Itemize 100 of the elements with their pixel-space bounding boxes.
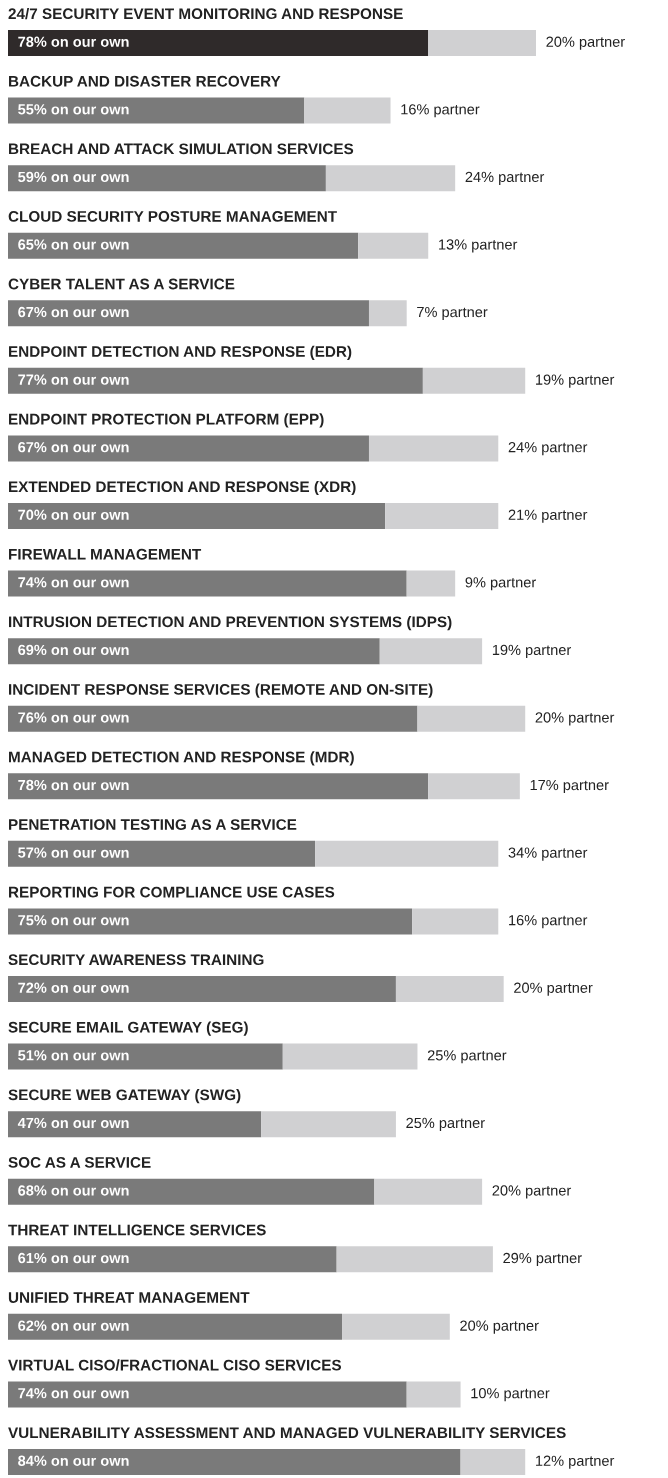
bar — [428, 30, 536, 56]
data-label: 20% partner — [514, 982, 593, 996]
data-label: 68% on our own — [18, 1185, 129, 1196]
data-label: 17% partner — [530, 779, 609, 794]
data-label: 76% on our own — [18, 712, 129, 723]
y-tick-label: BACKUP AND DISASTER RECOVERY — [9, 75, 281, 87]
data-label: 77% on our own — [18, 374, 129, 385]
y-tick-label: THREAT INTELLIGENCE SERVICES — [8, 1224, 266, 1236]
bar — [8, 1313, 343, 1340]
bar — [8, 570, 407, 597]
data-label: 55% on our own — [18, 104, 129, 115]
data-label: 69% on our own — [18, 644, 129, 656]
y-tick-label: 24/7 SECURITY EVENT MONITORING AND RESPONSE — [8, 7, 403, 20]
data-label: 24% partner — [508, 442, 588, 456]
y-tick-label: EXTENDED DETECTION AND RESPONSE (XDR) — [9, 480, 356, 496]
data-label: 62% on our own — [18, 1320, 129, 1331]
y-tick-label: INCIDENT RESPONSE SERVICES (REMOTE AND ON-SITE) — [9, 683, 433, 698]
bar — [8, 705, 418, 732]
bar — [417, 705, 526, 732]
data-label: 25% partner — [406, 1117, 485, 1131]
data-label: 19% partner — [492, 644, 572, 658]
bar — [8, 232, 359, 259]
data-label: 21% partner — [508, 509, 588, 523]
y-tick-label: SECURE WEB GATEWAY (SWG) — [8, 1089, 241, 1104]
bar — [368, 300, 407, 327]
data-label: 61% on our own — [18, 1252, 129, 1264]
data-label: 84% on our own — [18, 1455, 129, 1466]
data-label: 65% on our own — [18, 239, 129, 250]
bar — [8, 97, 305, 124]
data-label: 9% partner — [465, 577, 536, 591]
bar — [8, 300, 369, 327]
data-label: 78% on our own — [18, 779, 129, 791]
bar — [8, 773, 429, 800]
bar — [282, 1043, 418, 1070]
y-tick-label: FIREWALL MANAGEMENT — [9, 548, 202, 560]
bar — [8, 30, 429, 56]
bar — [261, 1111, 396, 1138]
data-label: 20% partner — [546, 36, 625, 50]
bar — [315, 840, 499, 867]
bar — [374, 1178, 483, 1205]
bar — [406, 570, 456, 597]
bar — [368, 435, 499, 462]
bar — [406, 1381, 461, 1408]
data-label: 74% on our own — [18, 577, 129, 588]
data-label: 13% partner — [439, 239, 518, 253]
bar — [385, 503, 499, 529]
data-label: 16% partner — [401, 104, 480, 118]
data-label: 51% on our own — [18, 1050, 129, 1061]
bar — [325, 165, 456, 192]
bar — [379, 638, 483, 665]
data-label: 24% partner — [465, 171, 545, 185]
bar — [8, 1381, 407, 1408]
y-tick-label: MANAGED DETECTION AND RESPONSE (MDR) — [9, 751, 354, 766]
bar — [460, 1449, 526, 1475]
y-tick-label: SECURE EMAIL GATEWAY (SEG) — [8, 1021, 248, 1036]
bar — [8, 1178, 375, 1205]
bar — [8, 1246, 337, 1273]
y-tick-label: CYBER TALENT AS A SERVICE — [8, 278, 235, 290]
bar — [8, 638, 380, 665]
y-tick-label: VIRTUAL CISO/FRACTIONAL CISO SERVICES — [8, 1359, 342, 1371]
bar — [8, 840, 316, 867]
data-label: 25% partner — [427, 1050, 507, 1064]
data-label: 29% partner — [503, 1252, 582, 1267]
bar — [422, 367, 526, 394]
data-label: 7% partner — [417, 306, 488, 321]
y-tick-label: CLOUD SECURITY POSTURE MANAGEMENT — [8, 211, 337, 222]
data-label: 67% on our own — [18, 442, 129, 453]
data-label: 19% partner — [536, 374, 615, 388]
bar — [8, 976, 396, 1002]
data-label: 70% on our own — [18, 509, 129, 520]
y-tick-label: PENETRATION TESTING AS A SERVICE — [9, 819, 297, 830]
bar — [8, 1449, 461, 1475]
y-tick-label: ENDPOINT DETECTION AND RESPONSE (EDR) — [9, 345, 352, 360]
bar — [8, 435, 369, 462]
bar — [8, 908, 413, 935]
data-label: 20% partner — [492, 1185, 572, 1199]
data-label: 67% on our own — [18, 306, 129, 318]
data-label: 78% on our own — [18, 36, 129, 47]
data-label: 20% partner — [535, 712, 615, 726]
data-label: 57% on our own — [18, 847, 129, 858]
data-label: 75% on our own — [18, 915, 129, 926]
bar — [358, 232, 429, 259]
bar — [304, 97, 391, 124]
bar — [8, 367, 423, 394]
bar — [8, 1111, 262, 1138]
bar — [8, 165, 326, 192]
data-label: 16% partner — [509, 915, 588, 929]
y-tick-label: BREACH AND ATTACK SIMULATION SERVICES — [9, 143, 354, 155]
data-label: 47% on our own — [17, 1117, 129, 1129]
bar — [8, 503, 386, 529]
bar — [428, 773, 520, 800]
data-label: 34% partner — [508, 847, 588, 861]
y-tick-label: REPORTING FOR COMPLIANCE USE CASES — [9, 886, 335, 898]
bar — [336, 1246, 493, 1273]
data-label: 72% on our own — [18, 982, 129, 993]
data-label: 10% partner — [471, 1388, 550, 1402]
bar — [8, 1043, 283, 1070]
y-tick-label: ENDPOINT PROTECTION PLATFORM (EPP) — [9, 413, 324, 428]
data-label: 59% on our own — [18, 171, 129, 183]
y-tick-label: SOC AS A SERVICE — [8, 1157, 151, 1168]
